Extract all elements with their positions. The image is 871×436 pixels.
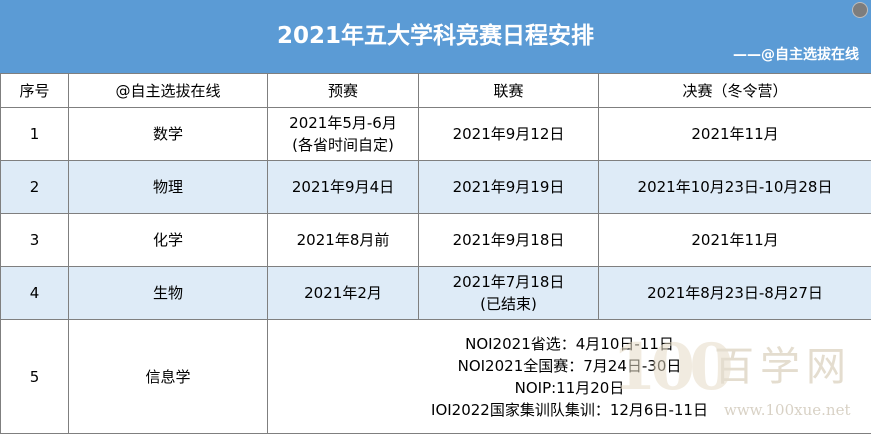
cell-final: 2021年11月: [598, 107, 871, 161]
cell-prelim: 2021年2月: [267, 266, 419, 320]
col-header-league: 联赛: [418, 73, 599, 108]
table-header-row: 序号 @自主选拔在线 预赛 联赛 决赛（冬令营）: [0, 73, 871, 108]
table-row: 5 信息学 NOI2021省选：4月10日-11日 NOI2021全国赛：7月2…: [0, 319, 871, 434]
cell-subject: 化学: [68, 213, 268, 267]
cell-final: 2021年10月23日-10月28日: [598, 160, 871, 214]
cell-prelim: 2021年9月4日: [267, 160, 419, 214]
cell-line: NOI2021全国赛：7月24日-30日: [457, 356, 682, 375]
col-header-prelim: 预赛: [267, 73, 419, 108]
cell-no: 4: [0, 266, 69, 320]
cell-league: 2021年9月18日: [418, 213, 599, 267]
title-banner: 2021年五大学科竞赛日程安排 ——@自主选拔在线: [0, 0, 871, 73]
cell-prelim: 2021年5月-6月 (各省时间自定): [267, 107, 419, 161]
cell-line: (各省时间自定): [292, 136, 394, 154]
cell-final: 2021年11月: [598, 213, 871, 267]
cell-line: (已结束): [480, 295, 537, 313]
cell-line: NOI2021省选：4月10日-11日: [465, 334, 674, 353]
cell-no: 3: [0, 213, 69, 267]
cell-league: 2021年9月19日: [418, 160, 599, 214]
table-row: 2 物理 2021年9月4日 2021年9月19日 2021年10月23日-10…: [0, 160, 871, 214]
cell-no: 5: [0, 319, 69, 434]
cell-line: 2021年5月-6月: [289, 114, 397, 132]
table-row: 3 化学 2021年8月前 2021年9月18日 2021年11月: [0, 213, 871, 267]
cell-subject: 数学: [68, 107, 268, 161]
cell-line: NOIP:11月20日: [514, 378, 625, 397]
corner-circle-icon: [852, 2, 868, 18]
schedule-table: 序号 @自主选拔在线 预赛 联赛 决赛（冬令营） 1 数学 2021年5月-6月…: [0, 73, 871, 434]
table-row: 4 生物 2021年2月 2021年7月18日 (已结束) 2021年8月23日…: [0, 266, 871, 320]
cell-line: IOI2022国家集训队集训：12月6日-11日: [431, 400, 708, 419]
cell-subject: 物理: [68, 160, 268, 214]
cell-final: 2021年8月23日-8月27日: [598, 266, 871, 320]
cell-no: 2: [0, 160, 69, 214]
cell-schedule: NOI2021省选：4月10日-11日 NOI2021全国赛：7月24日-30日…: [267, 319, 871, 434]
col-header-subject: @自主选拔在线: [68, 73, 268, 108]
cell-subject: 生物: [68, 266, 268, 320]
cell-subject: 信息学: [68, 319, 268, 434]
cell-league: 2021年7月18日 (已结束): [418, 266, 599, 320]
cell-league: 2021年9月12日: [418, 107, 599, 161]
cell-prelim: 2021年8月前: [267, 213, 419, 267]
col-header-no: 序号: [0, 73, 69, 108]
page-subtitle: ——@自主选拔在线: [733, 47, 859, 63]
cell-line: 2021年7月18日: [452, 273, 565, 291]
table-row: 1 数学 2021年5月-6月 (各省时间自定) 2021年9月12日 2021…: [0, 107, 871, 161]
cell-no: 1: [0, 107, 69, 161]
page-title: 2021年五大学科竞赛日程安排: [276, 23, 594, 49]
col-header-final: 决赛（冬令营）: [598, 73, 871, 108]
